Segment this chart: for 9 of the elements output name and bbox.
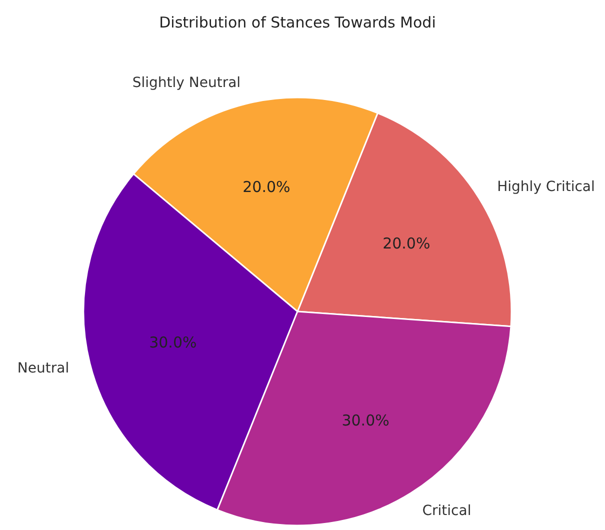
slice-label: Critical — [422, 503, 472, 520]
chart-title: Distribution of Stances Towards Modi — [159, 14, 436, 32]
data-label: 20.0% — [382, 234, 430, 252]
slice-label: Highly Critical — [497, 178, 595, 195]
data-label: 30.0% — [342, 411, 390, 430]
slice-label: Neutral — [17, 360, 70, 376]
data-label: 20.0% — [242, 178, 290, 196]
data-label: 30.0% — [149, 334, 197, 352]
slice-label: Slightly Neutral — [132, 75, 241, 92]
